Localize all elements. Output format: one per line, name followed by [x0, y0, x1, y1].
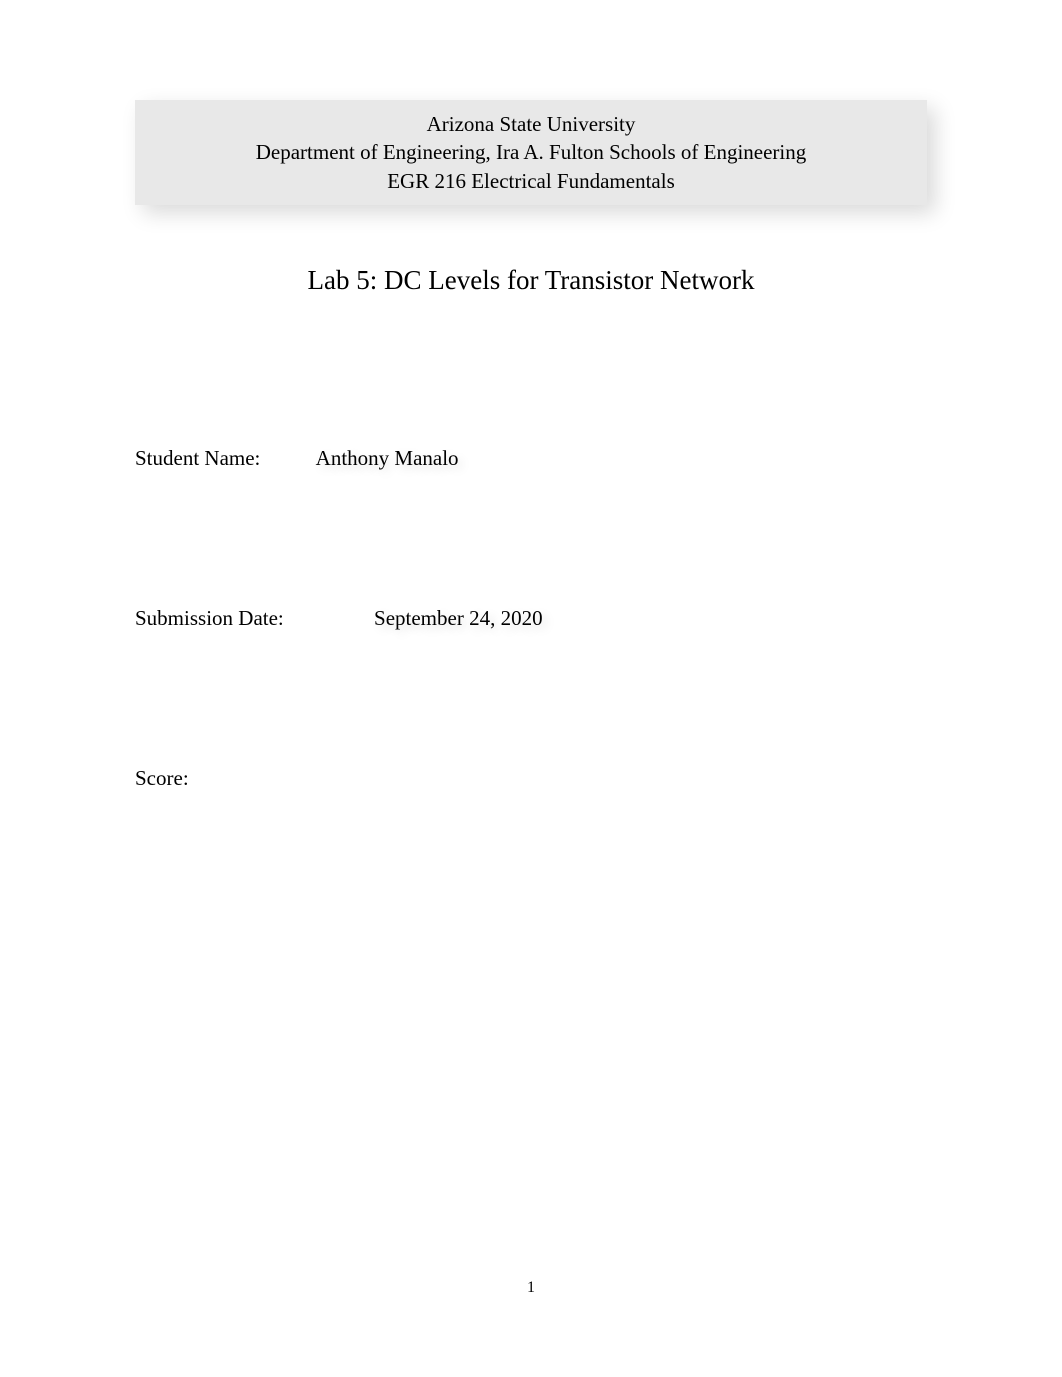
lab-title: Lab 5: DC Levels for Transistor Network — [135, 265, 927, 296]
submission-label: Submission Date: — [135, 606, 284, 631]
score-row: Score: — [135, 766, 927, 791]
student-label: Student Name: — [135, 446, 260, 471]
student-row: Student Name: Anthony Manalo — [135, 446, 927, 471]
page-number: 1 — [0, 1279, 1062, 1297]
header-block: Arizona State University Department of E… — [135, 100, 927, 205]
submission-row: Submission Date: September 24, 2020 — [135, 606, 927, 631]
course-name: EGR 216 Electrical Fundamentals — [135, 167, 927, 195]
score-label: Score: — [135, 766, 189, 791]
department-name: Department of Engineering, Ira A. Fulton… — [135, 138, 927, 166]
student-value: Anthony Manalo — [316, 446, 459, 471]
submission-value: September 24, 2020 — [374, 606, 543, 631]
document-page: Arizona State University Department of E… — [0, 0, 1062, 791]
university-name: Arizona State University — [135, 110, 927, 138]
